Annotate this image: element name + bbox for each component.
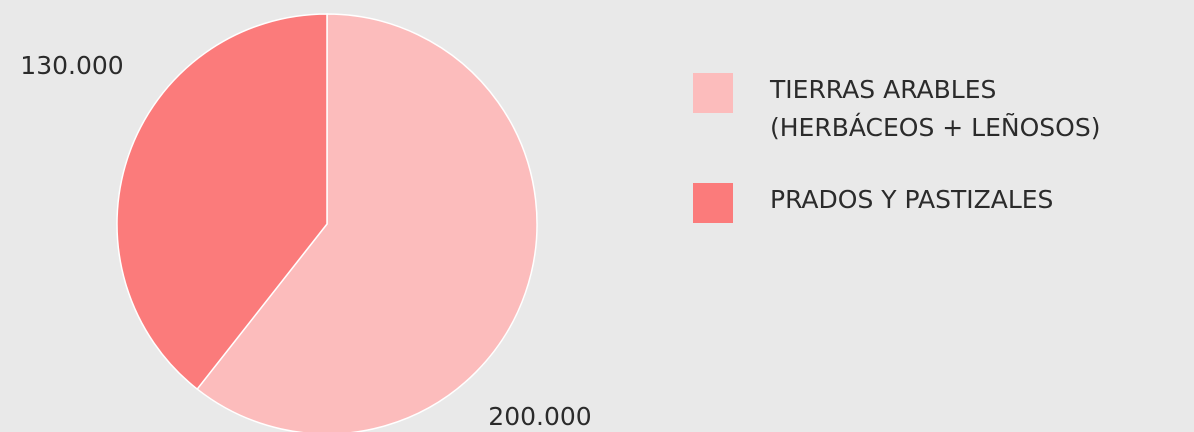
pie-slice	[196, 13, 538, 432]
legend-label: TIERRAS ARABLES (HERBÁCEOS + LEÑOSOS)	[770, 75, 1101, 142]
legend-label: PRADOS Y PASTIZALES	[770, 185, 1054, 214]
data-label: 200.000	[488, 402, 591, 431]
legend-item: TIERRAS ARABLES (HERBÁCEOS + LEÑOSOS)	[693, 73, 1100, 147]
data-label: 130.000	[20, 51, 123, 80]
legend-item: PRADOS Y PASTIZALES	[693, 183, 1100, 223]
legend: TIERRAS ARABLES (HERBÁCEOS + LEÑOSOS) PRA…	[693, 73, 1100, 259]
pie-slice	[116, 13, 328, 391]
legend-swatch	[693, 183, 733, 223]
legend-swatch	[693, 73, 733, 113]
